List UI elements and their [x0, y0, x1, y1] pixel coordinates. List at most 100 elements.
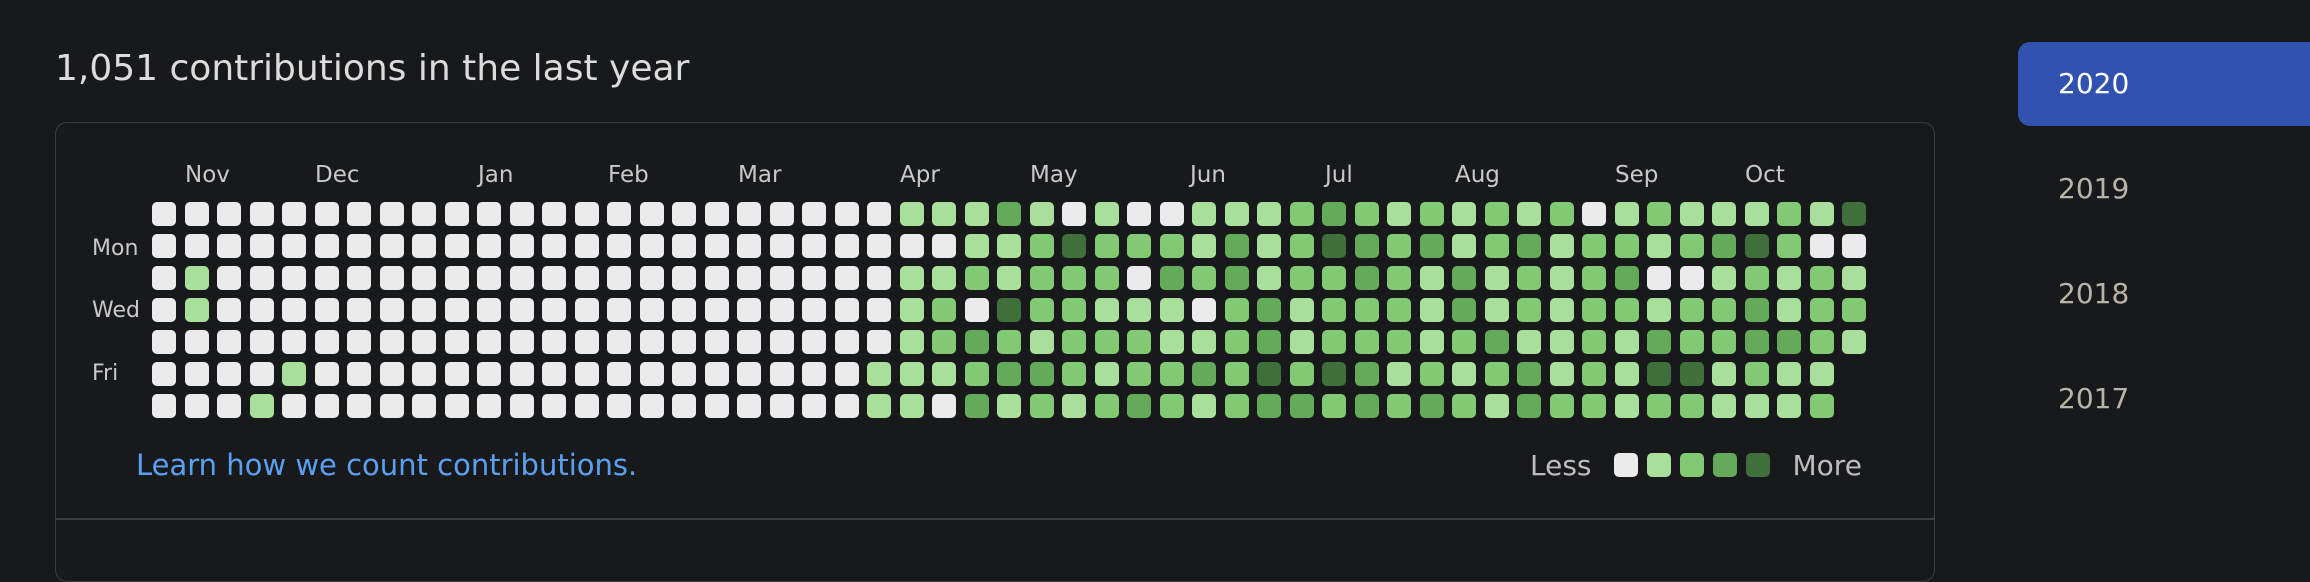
contribution-cell[interactable]: [1452, 362, 1476, 386]
contribution-cell[interactable]: [575, 362, 599, 386]
contribution-cell[interactable]: [250, 394, 274, 418]
contribution-cell[interactable]: [1420, 330, 1444, 354]
contribution-cell[interactable]: [1550, 234, 1574, 258]
contribution-cell[interactable]: [1160, 394, 1184, 418]
contribution-cell[interactable]: [1322, 202, 1346, 226]
contribution-cell[interactable]: [1485, 298, 1509, 322]
contribution-cell[interactable]: [1192, 234, 1216, 258]
contribution-cell[interactable]: [575, 394, 599, 418]
contribution-cell[interactable]: [705, 330, 729, 354]
contribution-cell[interactable]: [445, 394, 469, 418]
contribution-cell[interactable]: [1712, 394, 1736, 418]
contribution-cell[interactable]: [1615, 394, 1639, 418]
contribution-cell[interactable]: [1095, 202, 1119, 226]
contribution-cell[interactable]: [1257, 330, 1281, 354]
contribution-cell[interactable]: [1355, 234, 1379, 258]
contribution-cell[interactable]: [250, 202, 274, 226]
contribution-cell[interactable]: [1485, 234, 1509, 258]
contribution-cell[interactable]: [1030, 202, 1054, 226]
contribution-cell[interactable]: [510, 298, 534, 322]
contribution-cell[interactable]: [770, 394, 794, 418]
contribution-cell[interactable]: [380, 362, 404, 386]
contribution-cell[interactable]: [542, 330, 566, 354]
contribution-cell[interactable]: [1842, 298, 1866, 322]
contribution-cell[interactable]: [217, 202, 241, 226]
contribution-cell[interactable]: [477, 234, 501, 258]
contribution-cell[interactable]: [672, 266, 696, 290]
contribution-cell[interactable]: [1452, 266, 1476, 290]
contribution-cell[interactable]: [185, 330, 209, 354]
contribution-cell[interactable]: [445, 234, 469, 258]
contribution-cell[interactable]: [607, 394, 631, 418]
contribution-cell[interactable]: [1127, 362, 1151, 386]
contribution-cell[interactable]: [1517, 234, 1541, 258]
contribution-cell[interactable]: [1712, 330, 1736, 354]
contribution-cell[interactable]: [347, 362, 371, 386]
contribution-cell[interactable]: [965, 202, 989, 226]
contribution-cell[interactable]: [1290, 298, 1314, 322]
contribution-cell[interactable]: [1517, 394, 1541, 418]
contribution-cell[interactable]: [1420, 234, 1444, 258]
contribution-cell[interactable]: [1062, 202, 1086, 226]
contribution-cell[interactable]: [1062, 234, 1086, 258]
contribution-cell[interactable]: [315, 362, 339, 386]
contribution-cell[interactable]: [250, 362, 274, 386]
contribution-cell[interactable]: [477, 266, 501, 290]
contribution-cell[interactable]: [1062, 298, 1086, 322]
contribution-cell[interactable]: [705, 394, 729, 418]
contribution-cell[interactable]: [1290, 202, 1314, 226]
contribution-cell[interactable]: [1387, 394, 1411, 418]
contribution-cell[interactable]: [575, 234, 599, 258]
contribution-cell[interactable]: [510, 202, 534, 226]
contribution-cell[interactable]: [250, 266, 274, 290]
contribution-cell[interactable]: [965, 394, 989, 418]
contribution-cell[interactable]: [1647, 298, 1671, 322]
contribution-cell[interactable]: [835, 234, 859, 258]
contribution-cell[interactable]: [640, 394, 664, 418]
contribution-cell[interactable]: [1517, 362, 1541, 386]
contribution-cell[interactable]: [1095, 394, 1119, 418]
year-item-2018[interactable]: 2018: [2058, 277, 2130, 310]
contribution-cell[interactable]: [640, 202, 664, 226]
contribution-cell[interactable]: [1387, 234, 1411, 258]
contribution-cell[interactable]: [152, 394, 176, 418]
contribution-cell[interactable]: [1225, 362, 1249, 386]
contribution-cell[interactable]: [1355, 202, 1379, 226]
contribution-cell[interactable]: [1095, 330, 1119, 354]
contribution-cell[interactable]: [1810, 234, 1834, 258]
contribution-cell[interactable]: [1810, 298, 1834, 322]
contribution-cell[interactable]: [412, 394, 436, 418]
contribution-cell[interactable]: [867, 330, 891, 354]
contribution-cell[interactable]: [315, 234, 339, 258]
contribution-cell[interactable]: [1225, 266, 1249, 290]
contribution-cell[interactable]: [607, 330, 631, 354]
contribution-cell[interactable]: [1550, 362, 1574, 386]
contribution-cell[interactable]: [1647, 202, 1671, 226]
contribution-cell[interactable]: [835, 394, 859, 418]
contribution-cell[interactable]: [932, 394, 956, 418]
contribution-cell[interactable]: [347, 394, 371, 418]
contribution-cell[interactable]: [1192, 202, 1216, 226]
contribution-cell[interactable]: [1387, 202, 1411, 226]
contribution-cell[interactable]: [1550, 266, 1574, 290]
contribution-cell[interactable]: [1647, 330, 1671, 354]
contribution-cell[interactable]: [1615, 266, 1639, 290]
contribution-cell[interactable]: [932, 266, 956, 290]
contribution-cell[interactable]: [282, 298, 306, 322]
contribution-cell[interactable]: [542, 362, 566, 386]
contribution-cell[interactable]: [1842, 266, 1866, 290]
contribution-cell[interactable]: [900, 266, 924, 290]
contribution-cell[interactable]: [1615, 234, 1639, 258]
contribution-cell[interactable]: [445, 266, 469, 290]
contribution-cell[interactable]: [477, 330, 501, 354]
contribution-cell[interactable]: [737, 202, 761, 226]
contribution-cell[interactable]: [770, 234, 794, 258]
contribution-cell[interactable]: [965, 362, 989, 386]
contribution-cell[interactable]: [1485, 394, 1509, 418]
contribution-cell[interactable]: [1095, 266, 1119, 290]
contribution-cell[interactable]: [1095, 362, 1119, 386]
contribution-cell[interactable]: [672, 362, 696, 386]
contribution-cell[interactable]: [802, 202, 826, 226]
contribution-cell[interactable]: [1095, 234, 1119, 258]
contribution-cell[interactable]: [1322, 298, 1346, 322]
